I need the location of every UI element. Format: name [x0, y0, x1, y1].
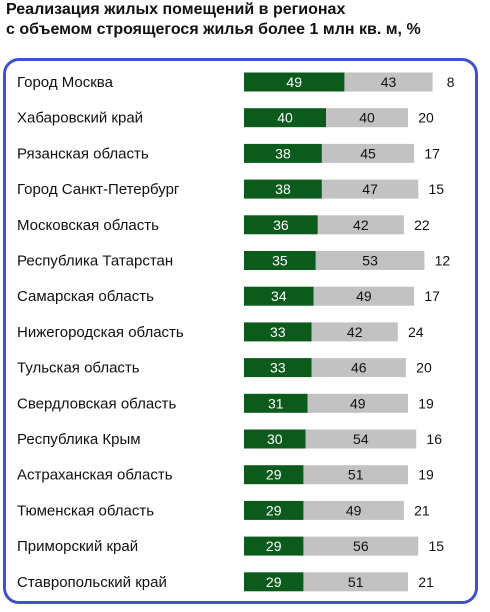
- bar-segment-2: [303, 536, 419, 556]
- data-label-segment-1: 38: [275, 181, 291, 197]
- bar-segment-1: [244, 429, 306, 449]
- data-label-segment-3: 19: [418, 395, 434, 411]
- bar-segment-2: [326, 108, 408, 128]
- bar-segment-2: [311, 322, 398, 342]
- data-label-segment-1: 31: [268, 395, 284, 411]
- data-label-segment-3: 15: [428, 181, 444, 197]
- data-label-segment-1: 33: [270, 324, 286, 340]
- bar-segment-1: [244, 572, 304, 592]
- data-label-segment-3: 17: [424, 288, 440, 304]
- data-label-segment-3: 19: [418, 467, 434, 483]
- data-label-segment-1: 35: [272, 253, 288, 269]
- bar-segment-2: [303, 500, 404, 520]
- category-label: Республика Крым: [17, 431, 141, 448]
- data-label-segment-2: 54: [353, 431, 369, 447]
- data-label-segment-1: 49: [286, 74, 302, 90]
- category-label: Республика Татарстан: [17, 253, 173, 270]
- data-label-segment-1: 29: [266, 538, 282, 554]
- bar-segment-2: [311, 358, 406, 378]
- data-label-segment-1: 30: [267, 431, 283, 447]
- chart-title-line-1: Реализация жилых помещений в регионах: [6, 1, 346, 18]
- data-label-segment-3: 20: [418, 110, 434, 126]
- bar-segment-1: [244, 286, 314, 306]
- bar-segment-1: [244, 143, 322, 163]
- bar-segment-2: [315, 251, 425, 270]
- data-label-segment-2: 51: [348, 574, 364, 590]
- data-label-segment-2: 47: [362, 181, 378, 197]
- category-label: Астраханская область: [17, 467, 173, 484]
- category-label: Московская область: [17, 217, 159, 234]
- category-label: Нижегородская область: [17, 324, 184, 341]
- data-label-segment-2: 53: [362, 253, 378, 269]
- bar-segment-1: [244, 108, 326, 128]
- data-label-segment-2: 51: [348, 467, 364, 483]
- chart-title: Реализация жилых помещений в регионах с …: [6, 0, 486, 40]
- bar-segment-2: [307, 393, 408, 413]
- bar-segment-1: [244, 215, 318, 235]
- data-label-segment-1: 29: [266, 502, 282, 518]
- data-label-segment-2: 42: [353, 217, 369, 233]
- data-label-segment-1: 33: [270, 360, 286, 376]
- category-label: Приморский край: [17, 538, 138, 555]
- data-label-segment-3: 15: [428, 538, 444, 554]
- data-label-segment-1: 34: [271, 288, 287, 304]
- bar-segment-1: [244, 251, 316, 270]
- bar-segment-2: [317, 215, 404, 235]
- data-label-segment-1: 38: [275, 145, 291, 161]
- data-label-segment-1: 40: [277, 110, 293, 126]
- data-label-segment-2: 42: [347, 324, 363, 340]
- bar-segment-1: [244, 322, 312, 342]
- data-label-segment-1: 29: [266, 574, 282, 590]
- data-label-segment-3: 22: [414, 217, 430, 233]
- bar-segment-1: [244, 72, 345, 92]
- category-label: Самарская область: [17, 288, 154, 305]
- data-label-segment-3: 16: [426, 431, 442, 447]
- data-label-segment-3: 17: [424, 145, 440, 161]
- data-label-segment-2: 43: [381, 74, 397, 90]
- data-label-segment-3: 21: [418, 574, 434, 590]
- data-label-segment-3: 21: [414, 502, 430, 518]
- bar-segment-2: [344, 72, 433, 92]
- data-label-segment-3: 12: [435, 253, 451, 269]
- bar-segment-1: [244, 393, 308, 413]
- bar-segment-2: [303, 465, 408, 485]
- bar-segment-2: [305, 429, 417, 449]
- data-label-segment-2: 40: [359, 110, 375, 126]
- data-label-segment-3: 8: [447, 74, 455, 90]
- bar-segment-1: [244, 536, 304, 556]
- chart-title-line-2: с объемом строящегося жилья более 1 млн …: [6, 21, 421, 38]
- data-label-segment-2: 45: [360, 145, 376, 161]
- category-label: Тульская область: [17, 360, 140, 377]
- bar-segment-1: [244, 358, 312, 378]
- category-label: Город Санкт-Петербург: [17, 181, 180, 198]
- category-label: Рязанская область: [17, 145, 149, 162]
- bar-segment-2: [303, 572, 408, 592]
- data-label-segment-1: 36: [273, 217, 289, 233]
- bar-segment-1: [244, 500, 304, 520]
- data-label-segment-1: 29: [266, 467, 282, 483]
- data-label-segment-3: 20: [416, 360, 432, 376]
- category-label: Город Москва: [17, 74, 114, 91]
- category-label: Свердловская область: [17, 395, 177, 412]
- data-label-segment-2: 49: [346, 502, 362, 518]
- chart-frame: [3, 58, 478, 604]
- data-label-segment-2: 56: [353, 538, 369, 554]
- bar-segment-1: [244, 179, 322, 199]
- data-label-segment-2: 49: [350, 395, 366, 411]
- category-label: Ставропольский край: [17, 574, 167, 591]
- bar-segment-1: [244, 465, 304, 485]
- data-label-segment-2: 49: [356, 288, 372, 304]
- bar-segment-2: [313, 286, 415, 306]
- data-label-segment-2: 46: [351, 360, 367, 376]
- bar-segment-2: [321, 143, 415, 163]
- category-label: Тюменская область: [17, 502, 154, 519]
- data-label-segment-3: 24: [408, 324, 424, 340]
- bar-segment-2: [321, 179, 419, 199]
- category-label: Хабаровский край: [17, 110, 143, 127]
